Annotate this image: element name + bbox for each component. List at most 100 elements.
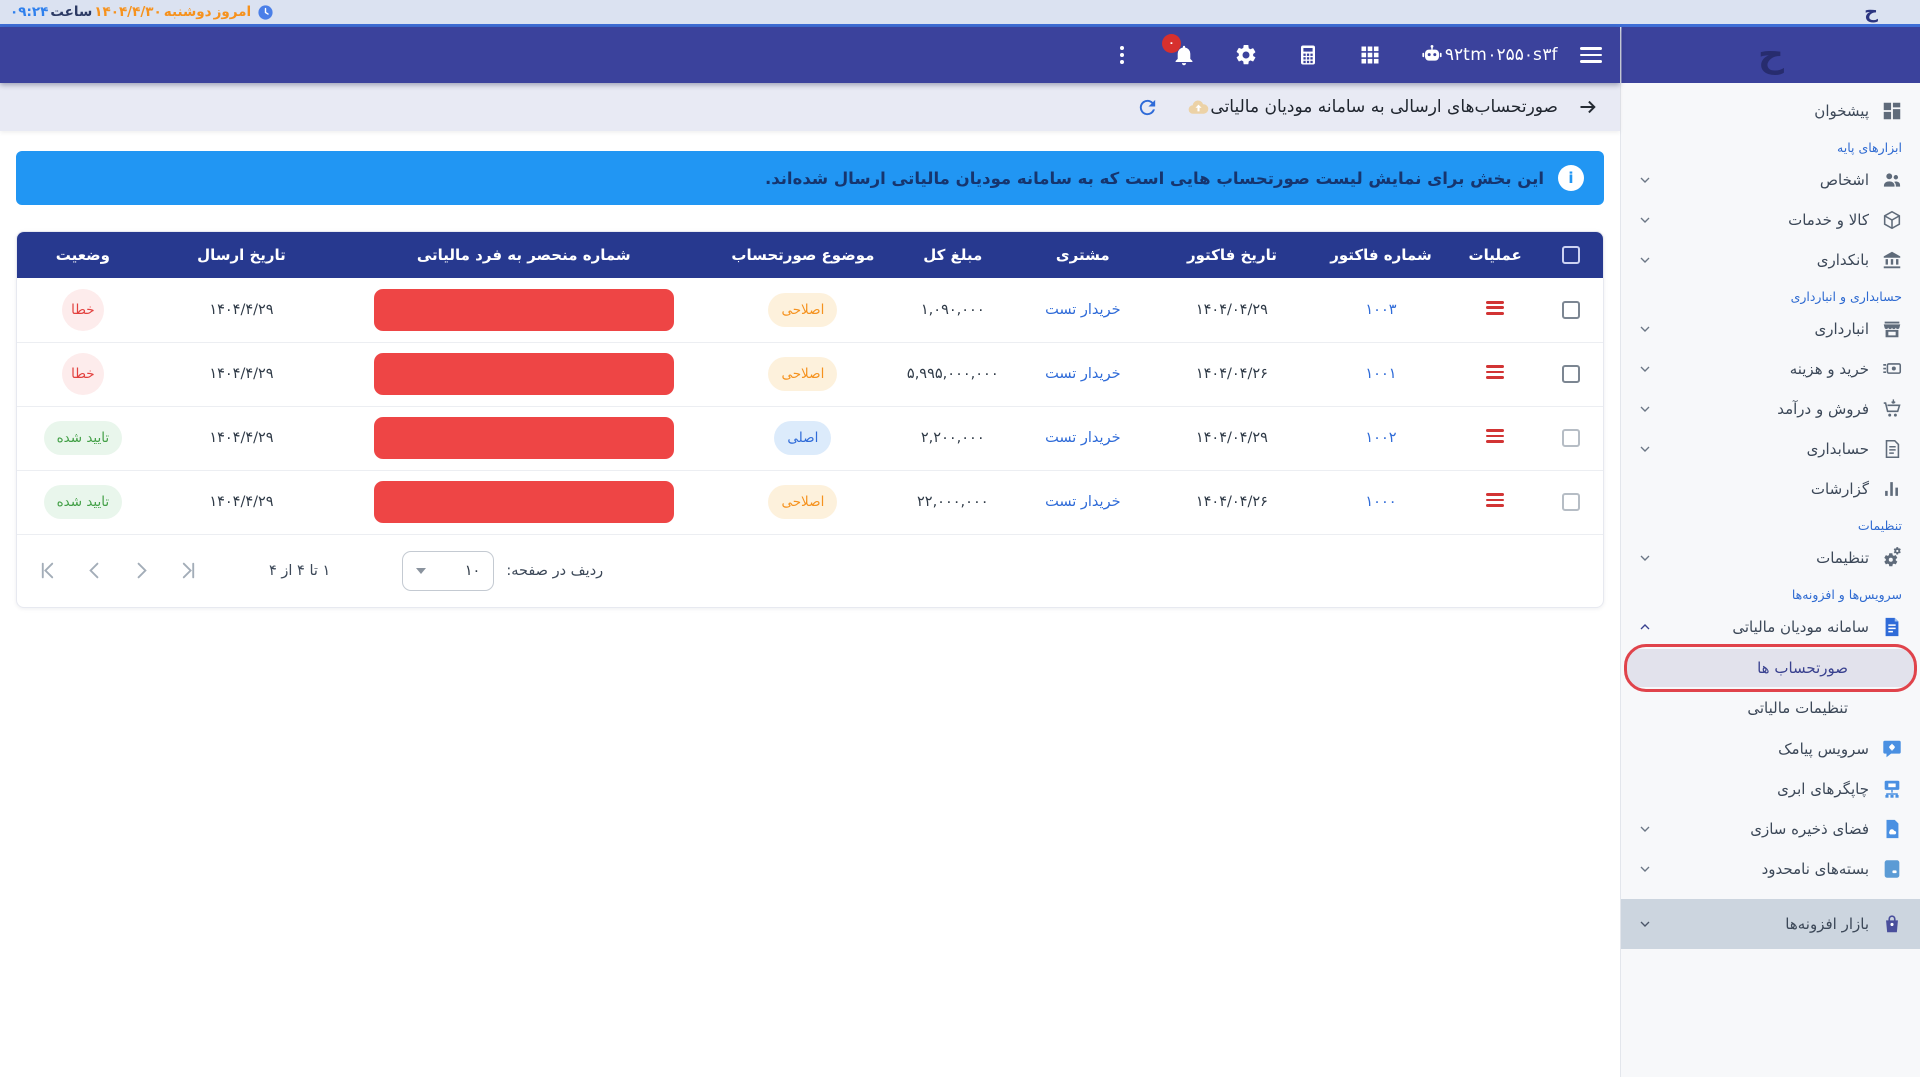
chevron-down-icon — [1640, 257, 1650, 263]
table-row: ۱۰۰۰ ۱۴۰۴/۰۴/۲۶ خریدار تست ۲۲,۰۰۰,۰۰۰ اص… — [17, 470, 1603, 535]
subject-badge: اصلی — [774, 421, 832, 455]
gear-icon — [1236, 44, 1256, 65]
page-content: i این بخش برای نمایش لیست صورتحساب هایی … — [0, 131, 1620, 1077]
sidebar-item-unlimited-packages[interactable]: بسته‌های نامحدود — [1621, 849, 1920, 889]
rows-per-page-value: ۱۰ — [464, 562, 481, 579]
sidebar-item-inventory[interactable]: انبارداری — [1621, 309, 1920, 349]
sidebar-item-label: چاپگرهای ابری — [1777, 780, 1869, 798]
hour-label: ساعت — [50, 4, 93, 20]
sales-cart-icon — [1881, 398, 1903, 420]
cell-sent-date: ۱۴۰۴/۴/۲۹ — [148, 406, 335, 471]
sidebar-section-settings: تنظیمات — [1857, 518, 1902, 533]
cell-invoice-date: ۱۴۰۴/۰۴/۲۹ — [1152, 278, 1312, 343]
sidebar-item-dashboard[interactable]: پیشخوان — [1621, 91, 1920, 131]
sidebar-item-label: سامانه مودیان مالیاتی — [1732, 618, 1869, 636]
business-id[interactable]: ۹۲tm۰۲۵۵۰s۳f — [1444, 45, 1558, 65]
cell-customer[interactable]: خریدار تست — [1045, 494, 1121, 510]
cell-customer[interactable]: خریدار تست — [1045, 430, 1121, 446]
chevron-down-icon — [1640, 406, 1650, 412]
cell-sent-date: ۱۴۰۴/۴/۲۹ — [148, 342, 335, 407]
sidebar-item-sms-service[interactable]: سرویس پیامک — [1621, 729, 1920, 769]
sidebar-item-storage-space[interactable]: فضای ذخیره سازی — [1621, 809, 1920, 849]
top-navbar: ۹۲tm۰۲۵۵۰s۳f ۰ — [0, 27, 1620, 83]
sidebar-item-label: فضای ذخیره سازی — [1750, 820, 1869, 838]
sidebar-item-people[interactable]: اشخاص — [1621, 160, 1920, 200]
chevron-down-icon — [1640, 826, 1650, 832]
cell-customer[interactable]: خریدار تست — [1045, 301, 1121, 318]
cell-invoice-no[interactable]: ۱۰۰۱ — [1365, 366, 1397, 382]
cell-invoice-no[interactable]: ۱۰۰۰ — [1365, 494, 1397, 510]
sidebar-item-goods-services[interactable]: کالا و خدمات — [1621, 200, 1920, 240]
assistant-robot-button[interactable] — [1419, 42, 1445, 68]
row-checkbox[interactable] — [1562, 300, 1581, 319]
sidebar-item-label: سرویس پیامک — [1778, 740, 1869, 758]
sidebar-subitem-tax-settings[interactable]: تنظیمات مالیاتی — [1627, 689, 1914, 727]
info-banner-text: این بخش برای نمایش لیست صورتحساب هایی اس… — [764, 168, 1544, 188]
caret-down-icon — [416, 567, 427, 574]
apps-grid-icon — [1361, 46, 1379, 64]
sidebar-item-sales-income[interactable]: فروش و درآمد — [1621, 389, 1920, 429]
cell-invoice-date: ۱۴۰۴/۰۴/۲۶ — [1152, 342, 1312, 407]
sidebar-item-settings[interactable]: تنظیمات — [1621, 538, 1920, 578]
status-badge: خطا — [61, 353, 104, 395]
settings-gear-button[interactable] — [1233, 42, 1259, 68]
sidebar-item-label: انبارداری — [1814, 320, 1869, 338]
sidebar-nav: پیشخوان ابزارهای پایه اشخاص کالا و خدمات… — [1621, 83, 1920, 1077]
sidebar-item-tax-system[interactable]: سامانه مودیان مالیاتی — [1621, 607, 1920, 647]
first-page-button[interactable] — [37, 560, 58, 581]
row-checkbox[interactable] — [1562, 429, 1581, 447]
sidebar-item-banking[interactable]: بانکداری — [1621, 240, 1920, 280]
pagination-nav — [37, 560, 199, 581]
sidebar-item-label: بسته‌های نامحدود — [1761, 860, 1869, 878]
chevron-down-icon — [1640, 366, 1650, 372]
redacted-tax-uid — [373, 481, 674, 523]
refresh-icon[interactable] — [1136, 96, 1159, 119]
next-page-button[interactable] — [131, 560, 152, 581]
row-checkbox[interactable] — [1562, 493, 1581, 511]
row-actions-button[interactable] — [1486, 363, 1505, 382]
sms-service-icon — [1881, 738, 1903, 760]
kebab-menu-button[interactable] — [1109, 42, 1135, 68]
back-arrow-icon[interactable] — [1576, 95, 1600, 119]
sidebar-subitem-invoices[interactable]: صورتحساب ها — [1624, 644, 1917, 692]
menu-hamburger-button[interactable] — [1580, 43, 1602, 67]
table-row: ۱۰۰۱ ۱۴۰۴/۰۴/۲۶ خریدار تست ۵,۹۹۵,۰۰۰,۰۰۰… — [17, 342, 1603, 407]
page-title: صورتحساب‌های ارسالی به سامانه مودیان مال… — [1210, 97, 1558, 117]
notifications-bell-button[interactable]: ۰ — [1161, 34, 1197, 68]
cell-total: ۲۲,۰۰۰,۰۰۰ — [892, 470, 1014, 535]
gears-icon — [1881, 547, 1903, 569]
sidebar-item-cloud-printers[interactable]: چاپگرهای ابری — [1621, 769, 1920, 809]
cell-invoice-no[interactable]: ۱۰۰۲ — [1365, 430, 1397, 446]
sidebar-item-label: تنظیمات مالیاتی — [1747, 699, 1848, 717]
row-checkbox[interactable] — [1562, 365, 1581, 383]
sidebar-item-reports[interactable]: گزارشات — [1621, 469, 1920, 509]
cell-invoice-no[interactable]: ۱۰۰۳ — [1365, 301, 1397, 318]
previous-page-button[interactable] — [84, 560, 105, 581]
table-row: ۱۰۰۲ ۱۴۰۴/۰۴/۲۹ خریدار تست ۲,۲۰۰,۰۰۰ اصل… — [17, 406, 1603, 471]
package-icon — [1881, 209, 1903, 231]
clock-icon — [258, 4, 273, 20]
sidebar-item-purchase-expense[interactable]: خرید و هزینه — [1621, 349, 1920, 389]
row-actions-button[interactable] — [1486, 491, 1505, 510]
info-icon: i — [1558, 165, 1584, 191]
select-all-checkbox[interactable] — [1562, 246, 1581, 265]
cell-customer[interactable]: خریدار تست — [1045, 366, 1121, 382]
page-title-group: صورتحساب‌های ارسالی به سامانه مودیان مال… — [1210, 95, 1600, 119]
row-actions-button[interactable] — [1486, 298, 1505, 317]
cloud-upload-icon[interactable] — [1187, 96, 1210, 119]
header-subject: موضوع صورتحساب — [713, 232, 893, 278]
sidebar-item-addons-market[interactable]: بازار افزونه‌ها — [1621, 899, 1920, 949]
last-page-button[interactable] — [178, 560, 199, 581]
cloud-printer-icon — [1881, 778, 1903, 800]
chevron-down-icon — [1640, 177, 1650, 183]
shopping-bag-icon — [1881, 913, 1903, 935]
table-row: ۱۰۰۳ ۱۴۰۴/۰۴/۲۹ خریدار تست ۱,۰۹۰,۰۰۰ اصل… — [17, 278, 1603, 343]
table-head: عملیات شماره فاکتور تاریخ فاکتور مشتری م… — [17, 232, 1603, 278]
row-actions-button[interactable] — [1486, 427, 1505, 446]
sidebar-item-accounting[interactable]: حسابداری — [1621, 429, 1920, 469]
apps-grid-button[interactable] — [1357, 42, 1383, 68]
bar-chart-icon — [1881, 478, 1903, 500]
rows-per-page-select[interactable]: ۱۰ — [402, 550, 495, 591]
chevron-down-icon — [1640, 446, 1650, 452]
calculator-button[interactable] — [1295, 42, 1321, 68]
